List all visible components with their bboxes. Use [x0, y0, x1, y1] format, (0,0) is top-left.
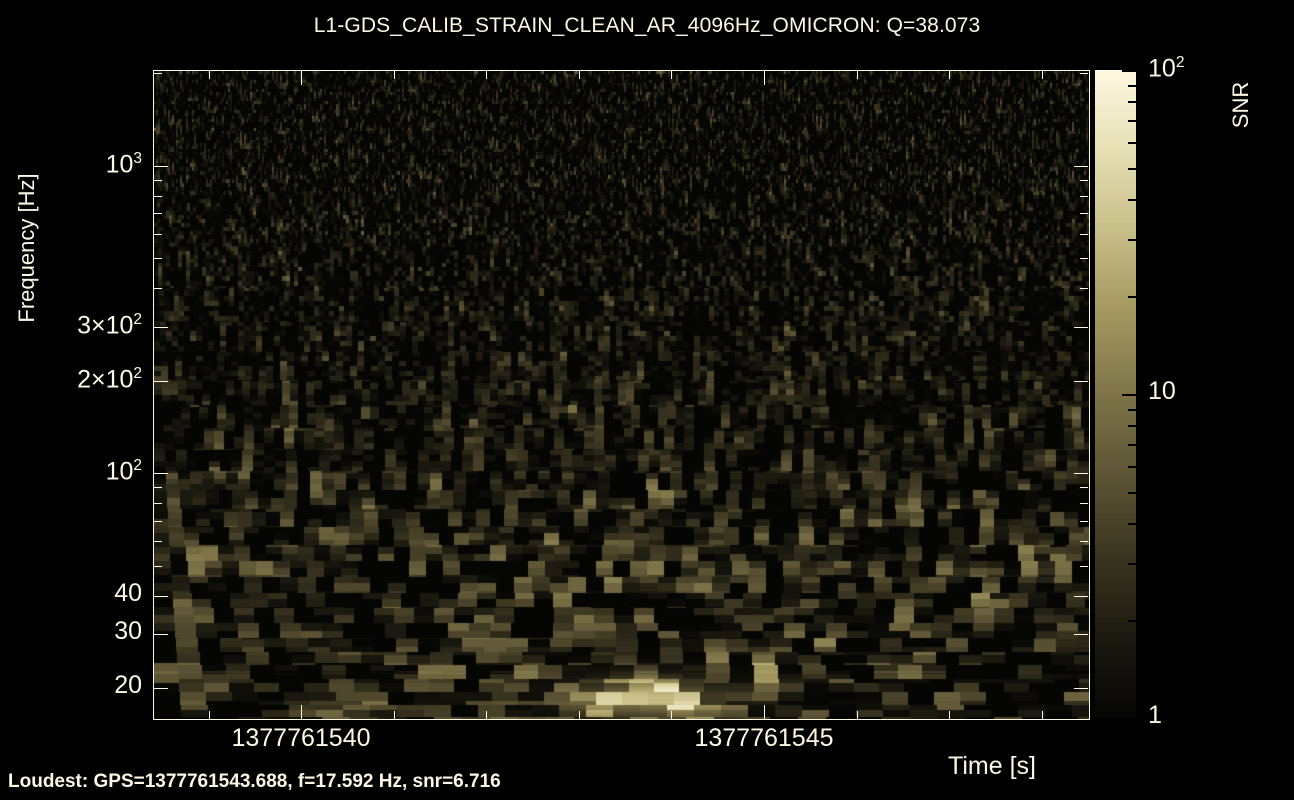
y-axis-minor-tick: [1080, 196, 1088, 197]
y-axis-minor-tick: [1080, 487, 1088, 488]
y-axis-major-tick: [1074, 596, 1088, 597]
x-axis-major-tick: [764, 71, 765, 85]
x-axis-minor-tick: [579, 711, 580, 719]
colorbar-minor-tick: [1128, 101, 1136, 103]
colorbar-major-tick: [1122, 394, 1136, 396]
colorbar-major-tick: [1122, 718, 1136, 720]
colorbar-tick-label: 102: [1148, 54, 1185, 83]
x-axis-minor-tick: [1042, 71, 1043, 79]
colorbar-title: SNR: [1228, 81, 1253, 129]
y-axis-major-tick: [154, 634, 168, 635]
loudest-event-status: Loudest: GPS=1377761543.688, f=17.592 Hz…: [8, 771, 501, 792]
y-axis-minor-tick: [1080, 73, 1088, 74]
y-axis-minor-tick: [154, 487, 162, 488]
y-axis-minor-tick: [1080, 180, 1088, 181]
x-axis-minor-tick: [579, 71, 580, 79]
y-axis-major-tick: [1074, 327, 1088, 328]
colorbar-minor-tick: [1128, 466, 1136, 468]
y-axis-minor-tick: [1080, 521, 1088, 522]
y-axis-major-tick: [154, 166, 168, 167]
y-axis-minor-tick: [154, 180, 162, 181]
y-axis-minor-tick: [1080, 288, 1088, 289]
colorbar-minor-tick: [1128, 523, 1136, 525]
y-axis-title: Frequency [Hz]: [14, 173, 39, 323]
x-axis-minor-tick: [671, 711, 672, 719]
y-axis-minor-tick: [154, 213, 162, 214]
x-axis-minor-tick: [949, 711, 950, 719]
y-axis-tick-label: 30: [114, 617, 142, 645]
colorbar-minor-tick: [1128, 142, 1136, 144]
x-axis-tick-label: 1377761540: [231, 724, 371, 752]
y-axis-minor-tick: [154, 196, 162, 197]
y-axis-minor-tick: [1080, 258, 1088, 259]
y-axis-major-tick: [1074, 381, 1088, 382]
colorbar-minor-tick: [1128, 620, 1136, 622]
page-title: L1-GDS_CALIB_STRAIN_CLEAN_AR_4096Hz_OMIC…: [313, 14, 981, 37]
x-axis-minor-tick: [857, 71, 858, 79]
y-axis-major-tick: [1074, 634, 1088, 635]
y-axis-minor-tick: [154, 73, 162, 74]
y-axis-minor-tick: [1080, 566, 1088, 567]
y-axis-major-tick: [154, 596, 168, 597]
x-axis-major-tick: [301, 705, 302, 719]
y-axis-tick-label: 2×102: [77, 365, 142, 394]
y-axis-minor-tick: [154, 503, 162, 504]
x-axis-minor-tick: [209, 711, 210, 719]
y-axis-major-tick: [154, 327, 168, 328]
x-axis-minor-tick: [671, 71, 672, 79]
x-axis-major-tick: [764, 705, 765, 719]
x-axis-minor-tick: [486, 711, 487, 719]
y-axis-major-tick: [1074, 473, 1088, 474]
spectrogram-image: [154, 71, 1089, 719]
x-axis-minor-tick: [1042, 711, 1043, 719]
colorbar-minor-tick: [1128, 425, 1136, 427]
y-axis-tick-label: 3×102: [77, 311, 142, 340]
x-axis-minor-tick: [949, 71, 950, 79]
colorbar-minor-tick: [1128, 563, 1136, 565]
y-axis-minor-tick: [1080, 213, 1088, 214]
y-axis-minor-tick: [1080, 503, 1088, 504]
y-axis-tick-label: 40: [114, 579, 142, 607]
colorbar-minor-tick: [1128, 492, 1136, 494]
spectrogram-plot-area[interactable]: [153, 70, 1090, 720]
y-axis-minor-tick: [154, 288, 162, 289]
y-axis-major-tick: [154, 381, 168, 382]
y-axis-minor-tick: [1080, 234, 1088, 235]
colorbar-minor-tick: [1128, 168, 1136, 170]
y-axis-major-tick: [1074, 688, 1088, 689]
y-axis-minor-tick: [154, 521, 162, 522]
y-axis-major-tick: [1074, 166, 1088, 167]
colorbar-minor-tick: [1128, 85, 1136, 87]
y-axis-minor-tick: [154, 258, 162, 259]
y-axis-minor-tick: [1080, 541, 1088, 542]
y-axis-minor-tick: [154, 566, 162, 567]
y-axis-major-tick: [154, 688, 168, 689]
y-axis-tick-label: 102: [105, 457, 142, 486]
y-axis-minor-tick: [154, 541, 162, 542]
x-axis-minor-tick: [394, 711, 395, 719]
y-axis-tick-label: 20: [114, 671, 142, 699]
colorbar-minor-tick: [1128, 239, 1136, 241]
x-axis-major-tick: [301, 71, 302, 85]
colorbar-minor-tick: [1128, 444, 1136, 446]
x-axis-minor-tick: [486, 71, 487, 79]
y-axis-tick-label: 103: [105, 150, 142, 179]
x-axis-minor-tick: [209, 71, 210, 79]
colorbar-tick-label: 10: [1148, 377, 1176, 405]
x-axis-tick-label: 1377761545: [694, 724, 834, 752]
x-axis-minor-tick: [857, 711, 858, 719]
colorbar-minor-tick: [1128, 199, 1136, 201]
colorbar-minor-tick: [1128, 409, 1136, 411]
colorbar-major-tick: [1122, 70, 1136, 72]
colorbar-tick-label: 1: [1148, 701, 1162, 729]
y-axis-minor-tick: [154, 234, 162, 235]
x-axis-title: Time [s]: [948, 752, 1036, 780]
colorbar-minor-tick: [1128, 120, 1136, 122]
x-axis-minor-tick: [394, 71, 395, 79]
colorbar-minor-tick: [1128, 296, 1136, 298]
y-axis-major-tick: [154, 473, 168, 474]
